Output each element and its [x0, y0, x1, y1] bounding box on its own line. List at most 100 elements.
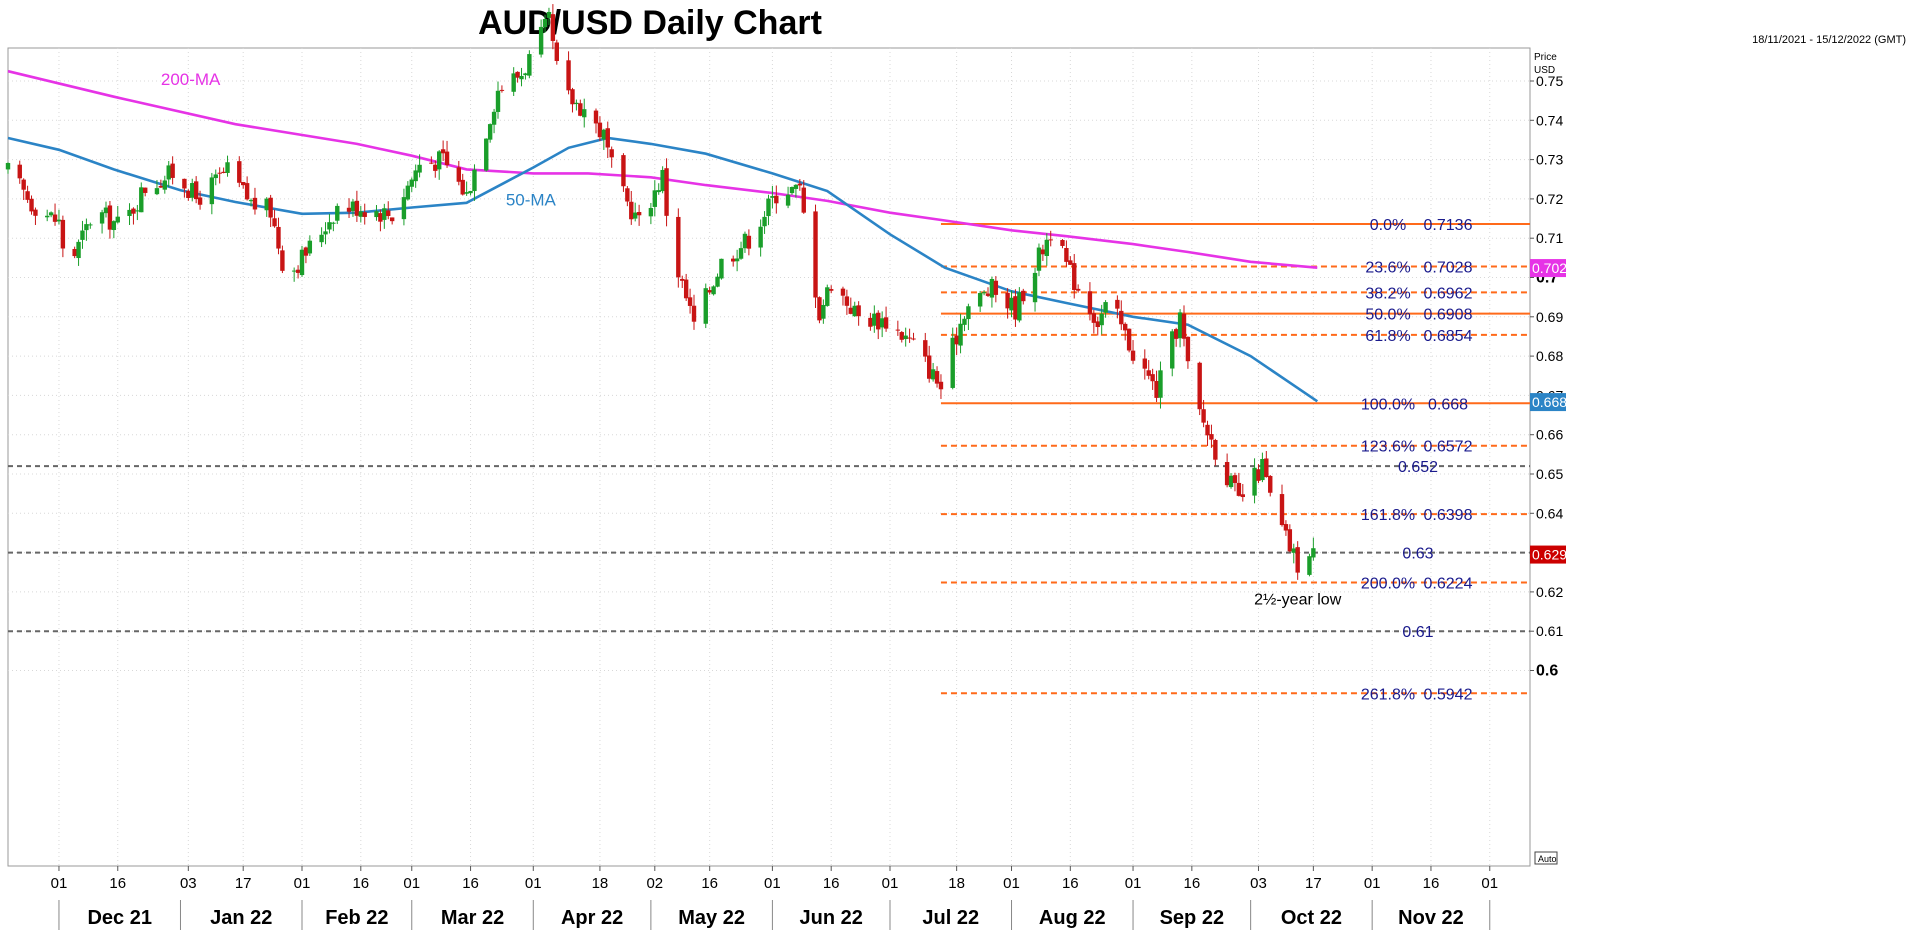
bearish-candle [993, 280, 999, 295]
bearish-candle [856, 305, 861, 317]
price-tag [1530, 259, 1566, 278]
x-tick-label: 01 [1364, 875, 1381, 892]
bearish-candle [625, 188, 630, 202]
bullish-candle [1170, 331, 1175, 369]
x-tick-label: 01 [882, 875, 899, 892]
bullish-candle [319, 234, 324, 243]
y-tick-label: 0.73 [1536, 152, 1563, 168]
fib-pct-label: 123.6% [1361, 439, 1415, 456]
low-annotation: 2½-year low [1254, 591, 1342, 608]
bullish-candle [785, 194, 791, 206]
bullish-candle [1260, 459, 1265, 481]
x-tick-label: 16 [109, 875, 126, 892]
bearish-candle [985, 293, 991, 296]
x-tick-label: 03 [1250, 875, 1267, 892]
bearish-candle [460, 179, 465, 195]
x-tick-label: 16 [1183, 875, 1200, 892]
bearish-candle [1154, 381, 1159, 398]
x-tick-label: 01 [51, 875, 68, 892]
price-axis: Price USD 0.750.740.730.720.710.70.690.6… [1530, 52, 1575, 680]
fib-value-label: 0.5942 [1424, 686, 1473, 703]
bearish-candle [429, 162, 434, 164]
bullish-candle [115, 216, 120, 223]
x-tick-label: 18 [948, 875, 965, 892]
bullish-candle [930, 369, 936, 380]
bearish-candle [499, 89, 505, 91]
bearish-candle [680, 278, 685, 281]
bullish-candle [770, 196, 775, 198]
bullish-candle [1103, 302, 1108, 313]
bullish-candle [487, 124, 493, 140]
bearish-candle [389, 217, 395, 222]
bearish-candle [440, 149, 446, 154]
bearish-candle [923, 340, 928, 357]
bearish-candle [1123, 323, 1128, 331]
ma50-line [7, 136, 1319, 403]
bearish-candle [605, 128, 610, 148]
x-month-label: Jan 22 [210, 907, 272, 929]
price-tag [1530, 545, 1566, 564]
bullish-candle [872, 313, 877, 326]
candles [5, 4, 1316, 580]
x-tick-label: 01 [764, 875, 781, 892]
bullish-candle [511, 73, 516, 92]
bullish-candle [1009, 297, 1014, 311]
bullish-candle [437, 151, 442, 170]
bearish-candle [1256, 469, 1261, 481]
y-tick-label: 0.72 [1536, 191, 1563, 207]
x-month-label: Mar 22 [441, 907, 504, 929]
fib-pct-label: 200.0% [1361, 575, 1415, 592]
bullish-candle [248, 200, 254, 202]
fib-pct-label: 61.8% [1365, 328, 1410, 345]
bearish-candle [566, 60, 571, 91]
bullish-candle [758, 226, 763, 248]
fib-value-label: 0.6398 [1424, 507, 1473, 524]
x-month-label: Aug 22 [1039, 907, 1106, 929]
x-tick-label: 16 [1062, 875, 1079, 892]
bearish-candle [907, 337, 912, 339]
bullish-candle [264, 198, 269, 211]
x-tick-label: 01 [1003, 875, 1020, 892]
bullish-candle [409, 179, 414, 187]
bearish-candle [280, 250, 285, 271]
bearish-candle [33, 209, 38, 216]
bearish-candle [72, 248, 77, 257]
bearish-candle [217, 172, 222, 174]
bullish-candle [601, 129, 607, 140]
y-tick-label: 0.68 [1536, 348, 1563, 364]
bullish-candle [1307, 556, 1312, 575]
bullish-candle [405, 185, 411, 200]
bearish-candle [570, 89, 575, 105]
auto-button[interactable] [1534, 851, 1558, 865]
bearish-candle [158, 185, 164, 188]
bearish-candle [378, 213, 383, 222]
bearish-candle [1205, 424, 1210, 436]
bearish-candle [813, 211, 818, 298]
fib-pct-label: 261.8% [1361, 686, 1415, 703]
bullish-candle [633, 212, 638, 219]
bearish-candle [954, 335, 959, 345]
bearish-candle [186, 190, 191, 198]
auto-label: Auto [1538, 854, 1557, 864]
bearish-candle [433, 164, 438, 171]
bullish-candle [45, 215, 50, 218]
bullish-candle [546, 11, 552, 18]
y-tick-label: 0.6 [1536, 663, 1558, 680]
bearish-candle [143, 187, 148, 193]
bullish-candle [1044, 239, 1049, 257]
bearish-candle [1130, 350, 1136, 361]
x-tick-label: 01 [403, 875, 420, 892]
bearish-candle [1236, 482, 1242, 496]
bearish-candle [676, 216, 681, 278]
bullish-candle [154, 188, 160, 195]
x-tick-label: 01 [1481, 875, 1498, 892]
bullish-candle [762, 216, 767, 227]
bearish-candle [664, 168, 669, 216]
bullish-candle [48, 212, 54, 216]
y-tick-label: 0.65 [1536, 466, 1563, 482]
bearish-candle [1072, 263, 1077, 290]
y-tick-label: 0.75 [1536, 73, 1563, 89]
y-tick-label: 0.64 [1536, 505, 1563, 521]
bearish-candle [1283, 524, 1289, 531]
bearish-candle [29, 198, 34, 212]
